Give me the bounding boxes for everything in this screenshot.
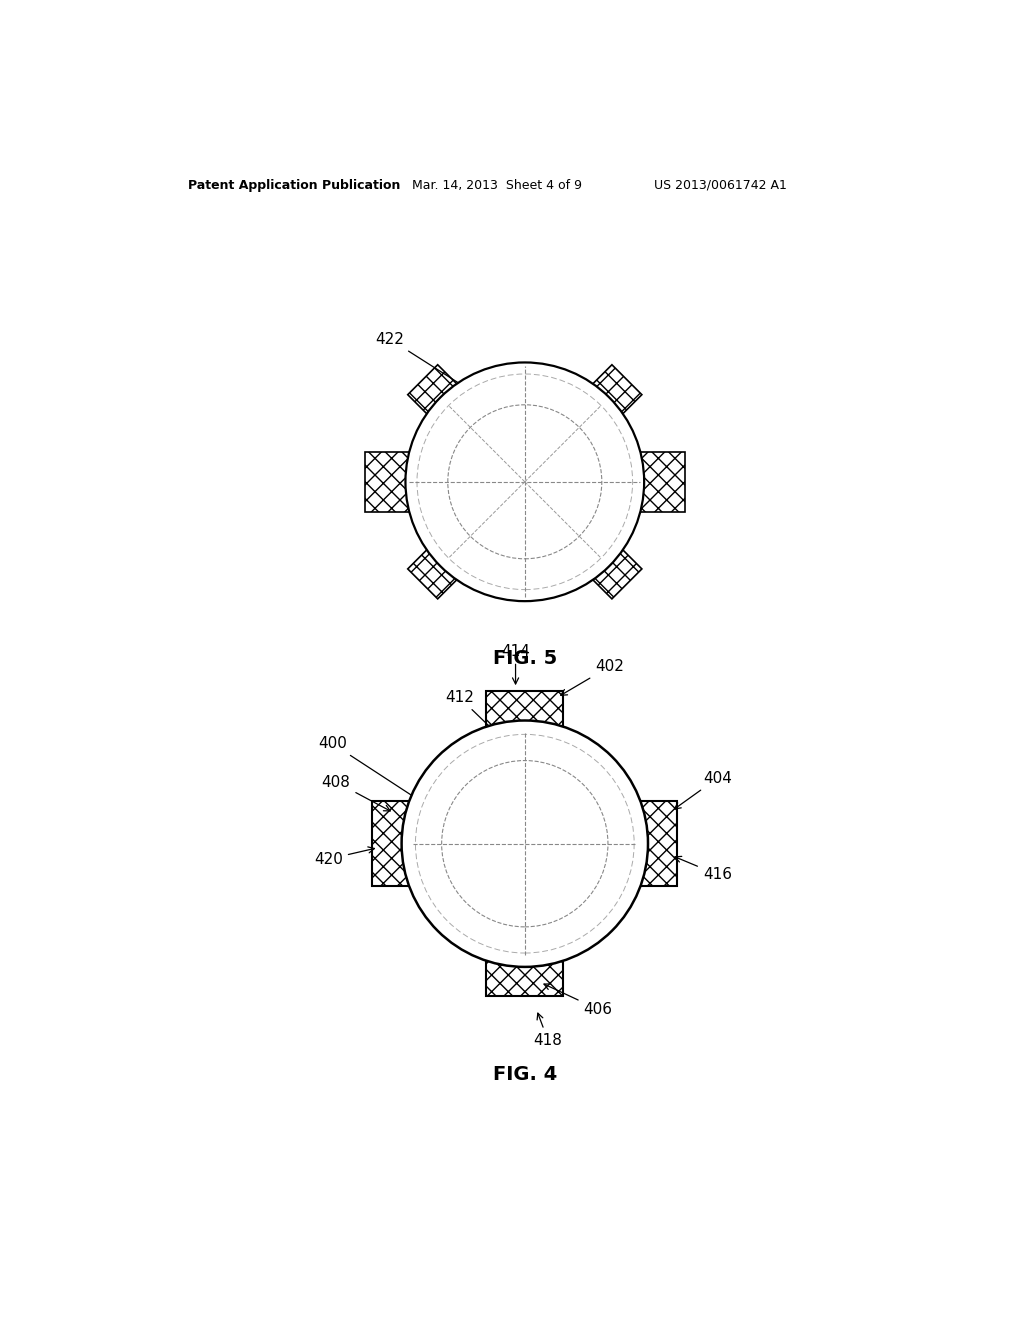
Text: 404: 404 [675,771,732,809]
Polygon shape [408,528,478,599]
Text: 416: 416 [675,857,732,882]
Text: 422: 422 [376,331,471,391]
Text: 402: 402 [561,659,624,696]
Polygon shape [373,801,434,886]
Text: 408: 408 [322,775,390,810]
Polygon shape [571,528,642,599]
Text: 420: 420 [314,847,375,867]
Circle shape [401,721,648,966]
Text: FIG. 5: FIG. 5 [493,649,557,668]
Polygon shape [600,451,685,512]
Text: FIG. 4: FIG. 4 [493,1065,557,1084]
Text: 406: 406 [544,983,612,1016]
Text: 412: 412 [444,690,501,737]
Text: 400: 400 [317,737,418,799]
Text: Mar. 14, 2013  Sheet 4 of 9: Mar. 14, 2013 Sheet 4 of 9 [412,178,582,191]
Polygon shape [408,364,478,436]
Text: 414: 414 [501,644,530,684]
Polygon shape [571,364,642,436]
Polygon shape [486,692,563,752]
Text: Patent Application Publication: Patent Application Publication [188,178,400,191]
Text: US 2013/0061742 A1: US 2013/0061742 A1 [654,178,787,191]
Polygon shape [365,451,450,512]
Polygon shape [615,801,677,886]
Circle shape [406,363,644,601]
Polygon shape [486,935,563,997]
Text: 418: 418 [534,1014,562,1048]
